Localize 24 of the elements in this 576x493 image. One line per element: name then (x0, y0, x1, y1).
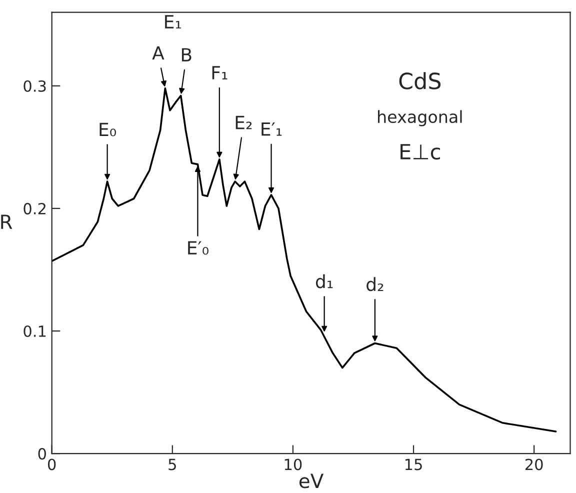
x-tick-label: 15 (405, 458, 422, 470)
x-tick-label: 20 (525, 458, 543, 470)
annotation: F₁ (212, 66, 228, 80)
annotation: hexagonal (378, 110, 462, 126)
annotation: E′₀ (188, 241, 208, 255)
annotation: A (152, 46, 164, 60)
y-axis-title: R (1, 214, 12, 229)
annotation: E′₁ (262, 122, 282, 136)
annotation: B (182, 48, 192, 62)
y-tick-label: 0.1 (24, 325, 46, 338)
y-tick-label: 0.3 (24, 80, 46, 92)
annotation: d₂ (366, 277, 384, 292)
y-tick-label: 0 (38, 448, 46, 460)
x-tick-label: 5 (168, 458, 176, 470)
annotation: E₀ (100, 122, 116, 136)
x-axis-title: eV (299, 474, 324, 488)
x-tick-label: 0 (48, 458, 56, 470)
annotation: d₁ (316, 274, 333, 288)
annotation: CdS (399, 72, 441, 90)
x-tick-label: 10 (284, 458, 302, 470)
y-tick-label: 0.2 (24, 202, 46, 214)
annotation: E₁ (165, 15, 181, 28)
annotation: E₂ (236, 116, 252, 130)
annotation: E⊥c (400, 144, 440, 160)
